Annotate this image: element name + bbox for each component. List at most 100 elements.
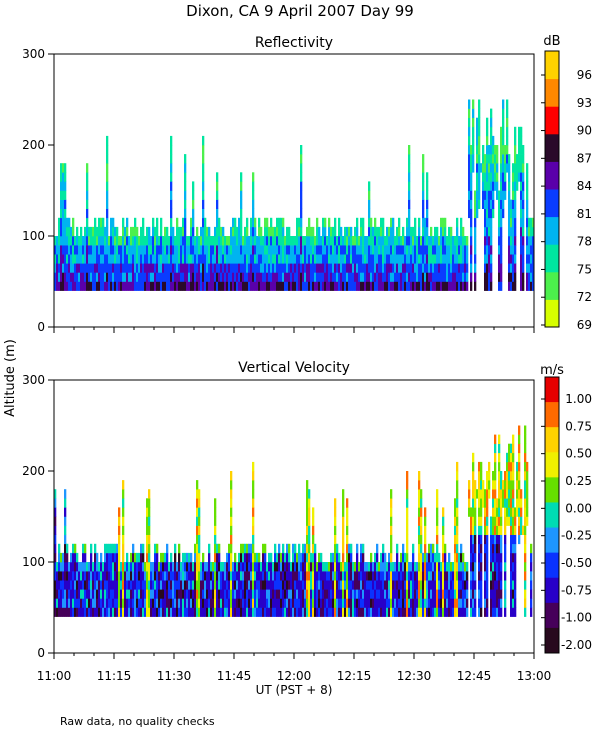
reflectivity-cell	[460, 254, 463, 264]
reflectivity-cell	[116, 254, 119, 264]
velocity-cell	[64, 598, 67, 608]
velocity-cell	[436, 580, 439, 590]
velocity-cell	[248, 598, 251, 608]
reflectivity-cell	[192, 226, 195, 237]
velocity-cell	[448, 589, 451, 599]
velocity-cell	[214, 571, 217, 581]
reflectivity-cell	[444, 217, 447, 228]
velocity-cell	[68, 598, 71, 608]
velocity-cell	[348, 562, 351, 572]
velocity-cell	[296, 607, 299, 617]
reflectivity-cell	[100, 281, 103, 291]
velocity-cell	[148, 571, 151, 581]
reflectivity-cell	[398, 281, 401, 291]
reflectivity-cell	[464, 272, 467, 282]
reflectivity-cell	[276, 254, 279, 264]
reflectivity-cell	[132, 236, 135, 246]
velocity-cell	[496, 589, 499, 599]
reflectivity-cell	[488, 145, 491, 155]
velocity-cell	[262, 589, 265, 599]
velocity-cell	[358, 571, 361, 581]
velocity-cell	[324, 598, 327, 608]
velocity-cell	[264, 552, 267, 563]
velocity-cell	[442, 525, 445, 535]
reflectivity-cell	[470, 208, 473, 219]
reflectivity-cell	[326, 281, 329, 291]
velocity-cell	[338, 580, 341, 590]
velocity-cell	[146, 534, 149, 545]
velocity-cell	[390, 589, 393, 599]
reflectivity-cell	[370, 272, 373, 282]
velocity-cell	[288, 598, 291, 608]
reflectivity-cell	[388, 263, 391, 273]
velocity-cell	[506, 489, 509, 499]
velocity-cell	[122, 543, 125, 554]
reflectivity-cell	[250, 272, 253, 282]
velocity-cell	[500, 543, 503, 554]
velocity-cell	[132, 580, 135, 590]
velocity-cell	[194, 598, 197, 608]
reflectivity-cell	[246, 263, 249, 273]
reflectivity-cell	[216, 281, 219, 291]
velocity-cell	[366, 607, 369, 617]
reflectivity-cell	[242, 254, 245, 264]
velocity-cell	[512, 480, 515, 490]
velocity-cell	[196, 598, 199, 608]
reflectivity-cell	[182, 236, 185, 246]
velocity-cell	[284, 589, 287, 599]
reflectivity-cell	[166, 226, 169, 237]
reflectivity-cell	[280, 226, 283, 237]
reflectivity-cell	[72, 263, 75, 273]
velocity-cell	[118, 589, 121, 599]
reflectivity-cell	[72, 236, 75, 246]
velocity-cell	[418, 489, 421, 499]
velocity-cell	[504, 552, 507, 563]
velocity-cell	[332, 580, 335, 590]
reflectivity-cell	[474, 217, 477, 228]
reflectivity-cell	[522, 245, 525, 255]
velocity-cell	[346, 498, 349, 508]
reflectivity-cell	[170, 236, 173, 246]
reflectivity-cell	[476, 172, 479, 182]
reflectivity-cell	[80, 272, 83, 282]
velocity-cell	[68, 562, 71, 572]
reflectivity-cell	[132, 263, 135, 273]
reflectivity-cell	[302, 254, 305, 264]
velocity-cell	[282, 571, 285, 581]
reflectivity-cell	[130, 226, 133, 237]
velocity-cell	[200, 589, 203, 599]
velocity-cell	[172, 598, 175, 608]
velocity-cell	[166, 543, 169, 554]
colorbar-label: 75	[577, 262, 592, 276]
reflectivity-cell	[186, 272, 189, 282]
reflectivity-cell	[470, 163, 473, 173]
velocity-cell	[500, 562, 503, 572]
reflectivity-cell	[170, 145, 173, 155]
reflectivity-cell	[388, 226, 391, 237]
reflectivity-cell	[62, 217, 65, 228]
velocity-cell	[282, 552, 285, 563]
reflectivity-cell	[112, 217, 115, 228]
reflectivity-cell	[324, 263, 327, 273]
reflectivity-cell	[324, 281, 327, 291]
velocity-cell	[214, 507, 217, 517]
velocity-cell	[262, 598, 265, 608]
reflectivity-cell	[56, 245, 59, 255]
velocity-cell	[350, 598, 353, 608]
reflectivity-cell	[220, 272, 223, 282]
velocity-cell	[122, 589, 125, 599]
velocity-cell	[106, 589, 109, 599]
reflectivity-cell	[272, 281, 275, 291]
velocity-cell	[380, 607, 383, 617]
colorbar-label: -2.00	[561, 638, 592, 652]
reflectivity-cell	[248, 254, 251, 264]
velocity-cell	[480, 552, 483, 563]
reflectivity-cell	[76, 272, 79, 282]
reflectivity-cell	[328, 272, 331, 282]
reflectivity-cell	[322, 226, 325, 237]
velocity-cell	[510, 471, 513, 481]
reflectivity-cell	[276, 272, 279, 282]
velocity-cell	[524, 552, 527, 563]
velocity-cell	[396, 607, 399, 617]
velocity-cell	[282, 580, 285, 590]
